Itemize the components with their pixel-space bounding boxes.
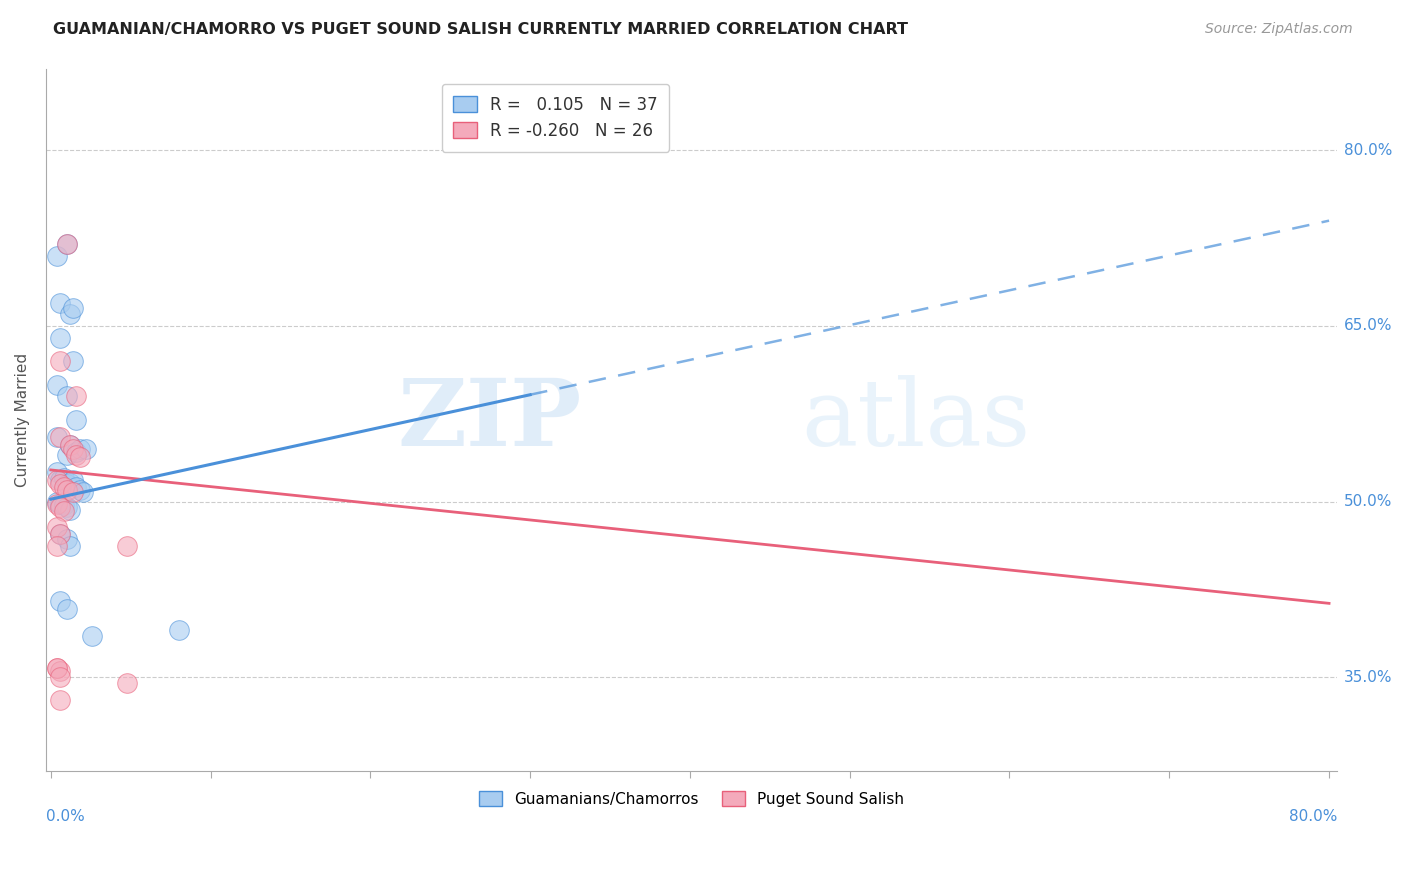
- Point: [62, 485, 84, 500]
- Point: [59, 307, 82, 321]
- Point: [49, 693, 72, 707]
- Point: [65, 481, 87, 495]
- Point: [49, 594, 72, 608]
- Point: [46, 497, 69, 511]
- Y-axis label: Currently Married: Currently Married: [15, 352, 30, 487]
- Point: [49, 477, 72, 491]
- Legend: Guamanians/Chamorros, Puget Sound Salish: Guamanians/Chamorros, Puget Sound Salish: [470, 782, 912, 815]
- Point: [59, 502, 82, 516]
- Point: [46, 377, 69, 392]
- Point: [59, 438, 82, 452]
- Text: 80.0%: 80.0%: [1289, 809, 1337, 824]
- Point: [49, 527, 72, 541]
- Point: [62, 474, 84, 488]
- Point: [46, 474, 69, 488]
- Point: [65, 389, 87, 403]
- Text: 0.0%: 0.0%: [46, 809, 84, 824]
- Point: [62, 442, 84, 456]
- Text: 35.0%: 35.0%: [1344, 670, 1392, 684]
- Point: [52, 504, 75, 518]
- Text: GUAMANIAN/CHAMORRO VS PUGET SOUND SALISH CURRENTLY MARRIED CORRELATION CHART: GUAMANIAN/CHAMORRO VS PUGET SOUND SALISH…: [53, 22, 908, 37]
- Point: [167, 624, 190, 638]
- Point: [46, 430, 69, 444]
- Point: [69, 450, 91, 464]
- Point: [46, 520, 69, 534]
- Point: [55, 602, 77, 616]
- Point: [62, 301, 84, 316]
- Point: [49, 527, 72, 541]
- Point: [46, 661, 69, 675]
- Point: [46, 465, 69, 479]
- Point: [59, 475, 82, 490]
- Text: 65.0%: 65.0%: [1344, 318, 1392, 334]
- Point: [75, 442, 97, 456]
- Text: 80.0%: 80.0%: [1344, 143, 1392, 158]
- Point: [55, 237, 77, 252]
- Text: 50.0%: 50.0%: [1344, 494, 1392, 509]
- Point: [52, 481, 75, 495]
- Point: [49, 500, 72, 515]
- Point: [55, 477, 77, 491]
- Point: [52, 498, 75, 512]
- Point: [59, 438, 82, 452]
- Text: atlas: atlas: [801, 375, 1031, 465]
- Point: [72, 485, 94, 500]
- Point: [59, 539, 82, 553]
- Point: [82, 629, 104, 643]
- Point: [49, 664, 72, 678]
- Text: ZIP: ZIP: [398, 375, 582, 465]
- Point: [52, 471, 75, 485]
- Point: [55, 483, 77, 497]
- Point: [49, 474, 72, 488]
- Point: [46, 249, 69, 263]
- Point: [69, 442, 91, 456]
- Point: [46, 539, 69, 553]
- Point: [46, 494, 69, 508]
- Point: [49, 430, 72, 444]
- Point: [55, 532, 77, 546]
- Point: [49, 670, 72, 684]
- Point: [62, 354, 84, 368]
- Point: [46, 661, 69, 675]
- Point: [65, 445, 87, 459]
- Point: [55, 389, 77, 403]
- Point: [49, 295, 72, 310]
- Point: [55, 448, 77, 462]
- Point: [55, 500, 77, 515]
- Text: Source: ZipAtlas.com: Source: ZipAtlas.com: [1205, 22, 1353, 37]
- Point: [49, 331, 72, 345]
- Point: [49, 354, 72, 368]
- Point: [65, 448, 87, 462]
- Point: [117, 539, 139, 553]
- Point: [117, 676, 139, 690]
- Point: [49, 497, 72, 511]
- Point: [55, 237, 77, 252]
- Point: [69, 483, 91, 497]
- Point: [65, 412, 87, 426]
